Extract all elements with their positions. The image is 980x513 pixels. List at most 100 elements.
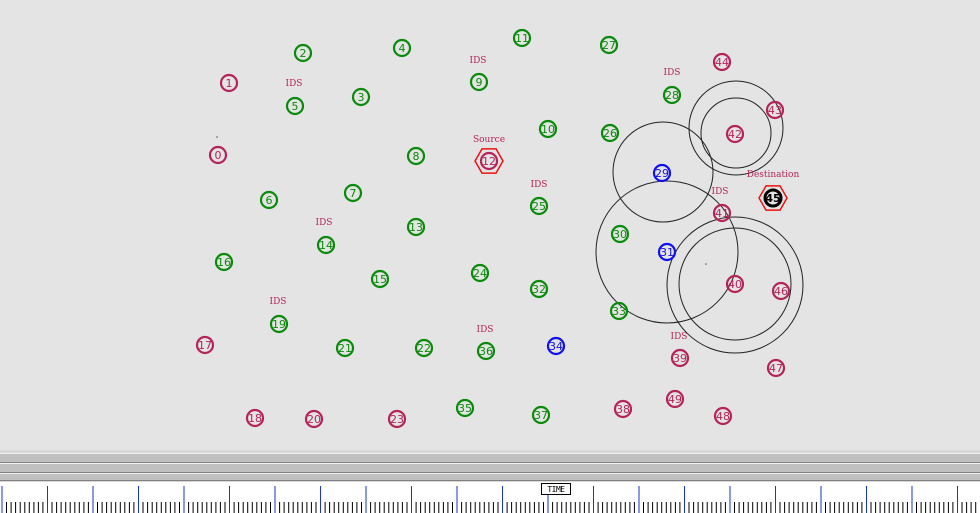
node-14[interactable]: 14 [316, 235, 336, 255]
node-circle [455, 398, 475, 418]
timeline-ruler[interactable]: TIME [0, 482, 980, 513]
node-1[interactable]: 1 [219, 73, 239, 93]
node-5[interactable]: 5 [285, 96, 305, 116]
node-46[interactable]: 46 [771, 281, 791, 301]
transmission-range-circle [612, 121, 714, 223]
node-label: 46 [774, 285, 788, 298]
node-19[interactable]: 19 [269, 314, 289, 334]
ids-label: IDS [470, 56, 487, 66]
node-7[interactable]: 7 [343, 183, 363, 203]
transmission-range-circle [688, 80, 784, 176]
ids-label: IDS [671, 332, 688, 342]
node-47[interactable]: 47 [766, 358, 786, 378]
node-label: 41 [715, 207, 729, 220]
node-27[interactable]: 27 [599, 35, 619, 55]
node-label: 44 [715, 56, 729, 69]
node-label: 42 [728, 128, 742, 141]
node-24[interactable]: 24 [470, 263, 490, 283]
node-label: 5 [292, 100, 299, 113]
node-label: 31 [660, 246, 674, 259]
node-16[interactable]: 16 [214, 252, 234, 272]
node-12[interactable]: 12 [474, 148, 504, 174]
node-label: 6 [266, 194, 273, 207]
node-11[interactable]: 11 [512, 28, 532, 48]
node-40[interactable]: 40 [725, 274, 745, 294]
node-33[interactable]: 33 [609, 301, 629, 321]
node-label: 20 [307, 413, 321, 426]
node-3[interactable]: 3 [351, 87, 371, 107]
node-41[interactable]: 41 [712, 203, 732, 223]
transmission-range-circle [700, 97, 772, 169]
node-48[interactable]: 48 [713, 406, 733, 426]
node-circle [652, 163, 672, 183]
node-label: 2 [300, 47, 307, 60]
node-35[interactable]: 35 [455, 398, 475, 418]
node-49[interactable]: 49 [665, 389, 685, 409]
node-2[interactable]: 2 [293, 43, 313, 63]
node-44[interactable]: 44 [712, 52, 732, 72]
node-10[interactable]: 10 [538, 119, 558, 139]
node-28[interactable]: 28 [662, 85, 682, 105]
node-circle [538, 119, 558, 139]
node-circle [670, 348, 690, 368]
node-label: 18 [248, 412, 262, 425]
node-32[interactable]: 32 [529, 279, 549, 299]
node-26[interactable]: 26 [600, 123, 620, 143]
node-label: 13 [409, 221, 423, 234]
ids-label: IDS [477, 325, 494, 335]
node-label: 7 [350, 187, 357, 200]
node-circle [665, 389, 685, 409]
node-8[interactable]: 8 [406, 146, 426, 166]
node-25[interactable]: 25 [529, 196, 549, 216]
node-label: 48 [716, 410, 730, 423]
node-23[interactable]: 23 [387, 409, 407, 429]
node-43[interactable]: 43 [765, 100, 785, 120]
node-circle [531, 405, 551, 425]
node-circle [725, 274, 745, 294]
node-13[interactable]: 13 [406, 217, 426, 237]
node-30[interactable]: 30 [610, 224, 630, 244]
scroll-bar[interactable] [0, 463, 980, 473]
node-label: 37 [534, 409, 548, 422]
ids-label: IDS [712, 187, 729, 197]
network-animation-canvas[interactable]: 0 1 2 3 4 5 6 7 8 9 10 11 12 13 14 15 16 17 18 19 20 21 22 23 24… [0, 0, 980, 450]
node-29[interactable]: 29 [652, 163, 672, 183]
node-22[interactable]: 22 [414, 338, 434, 358]
node-circle [195, 335, 215, 355]
node-label: 35 [458, 402, 472, 415]
node-4[interactable]: 4 [392, 38, 412, 58]
node-label: 1 [226, 77, 233, 90]
ids-label: IDS [664, 68, 681, 78]
node-circle [219, 73, 239, 93]
node-circle [713, 406, 733, 426]
node-circle [529, 279, 549, 299]
node-38[interactable]: 38 [613, 399, 633, 419]
node-label: 19 [272, 318, 286, 331]
node-0[interactable]: 0 [208, 145, 228, 165]
packet-dot [705, 263, 707, 265]
node-39[interactable]: 39 [670, 348, 690, 368]
node-34[interactable]: 34 [546, 336, 566, 356]
node-42[interactable]: 42 [725, 124, 745, 144]
node-label: 26 [603, 127, 617, 140]
node-37[interactable]: 37 [531, 405, 551, 425]
node-circle [599, 35, 619, 55]
node-label: 8 [413, 150, 420, 163]
node-15[interactable]: 15 [370, 269, 390, 289]
node-9[interactable]: 9 [469, 72, 489, 92]
node-circle [610, 224, 630, 244]
node-31[interactable]: 31 [657, 242, 677, 262]
node-45[interactable]: 45 [758, 185, 788, 211]
node-17[interactable]: 17 [195, 335, 215, 355]
node-36[interactable]: 36 [476, 341, 496, 361]
node-label: 40 [728, 278, 742, 291]
node-21[interactable]: 21 [335, 338, 355, 358]
node-circle [771, 281, 791, 301]
node-18[interactable]: 18 [245, 408, 265, 428]
time-slider-marker[interactable]: TIME [541, 483, 571, 495]
node-circle [392, 38, 412, 58]
node-20[interactable]: 20 [304, 409, 324, 429]
node-circle [214, 252, 234, 272]
node-6[interactable]: 6 [259, 190, 279, 210]
node-circle [763, 188, 783, 208]
